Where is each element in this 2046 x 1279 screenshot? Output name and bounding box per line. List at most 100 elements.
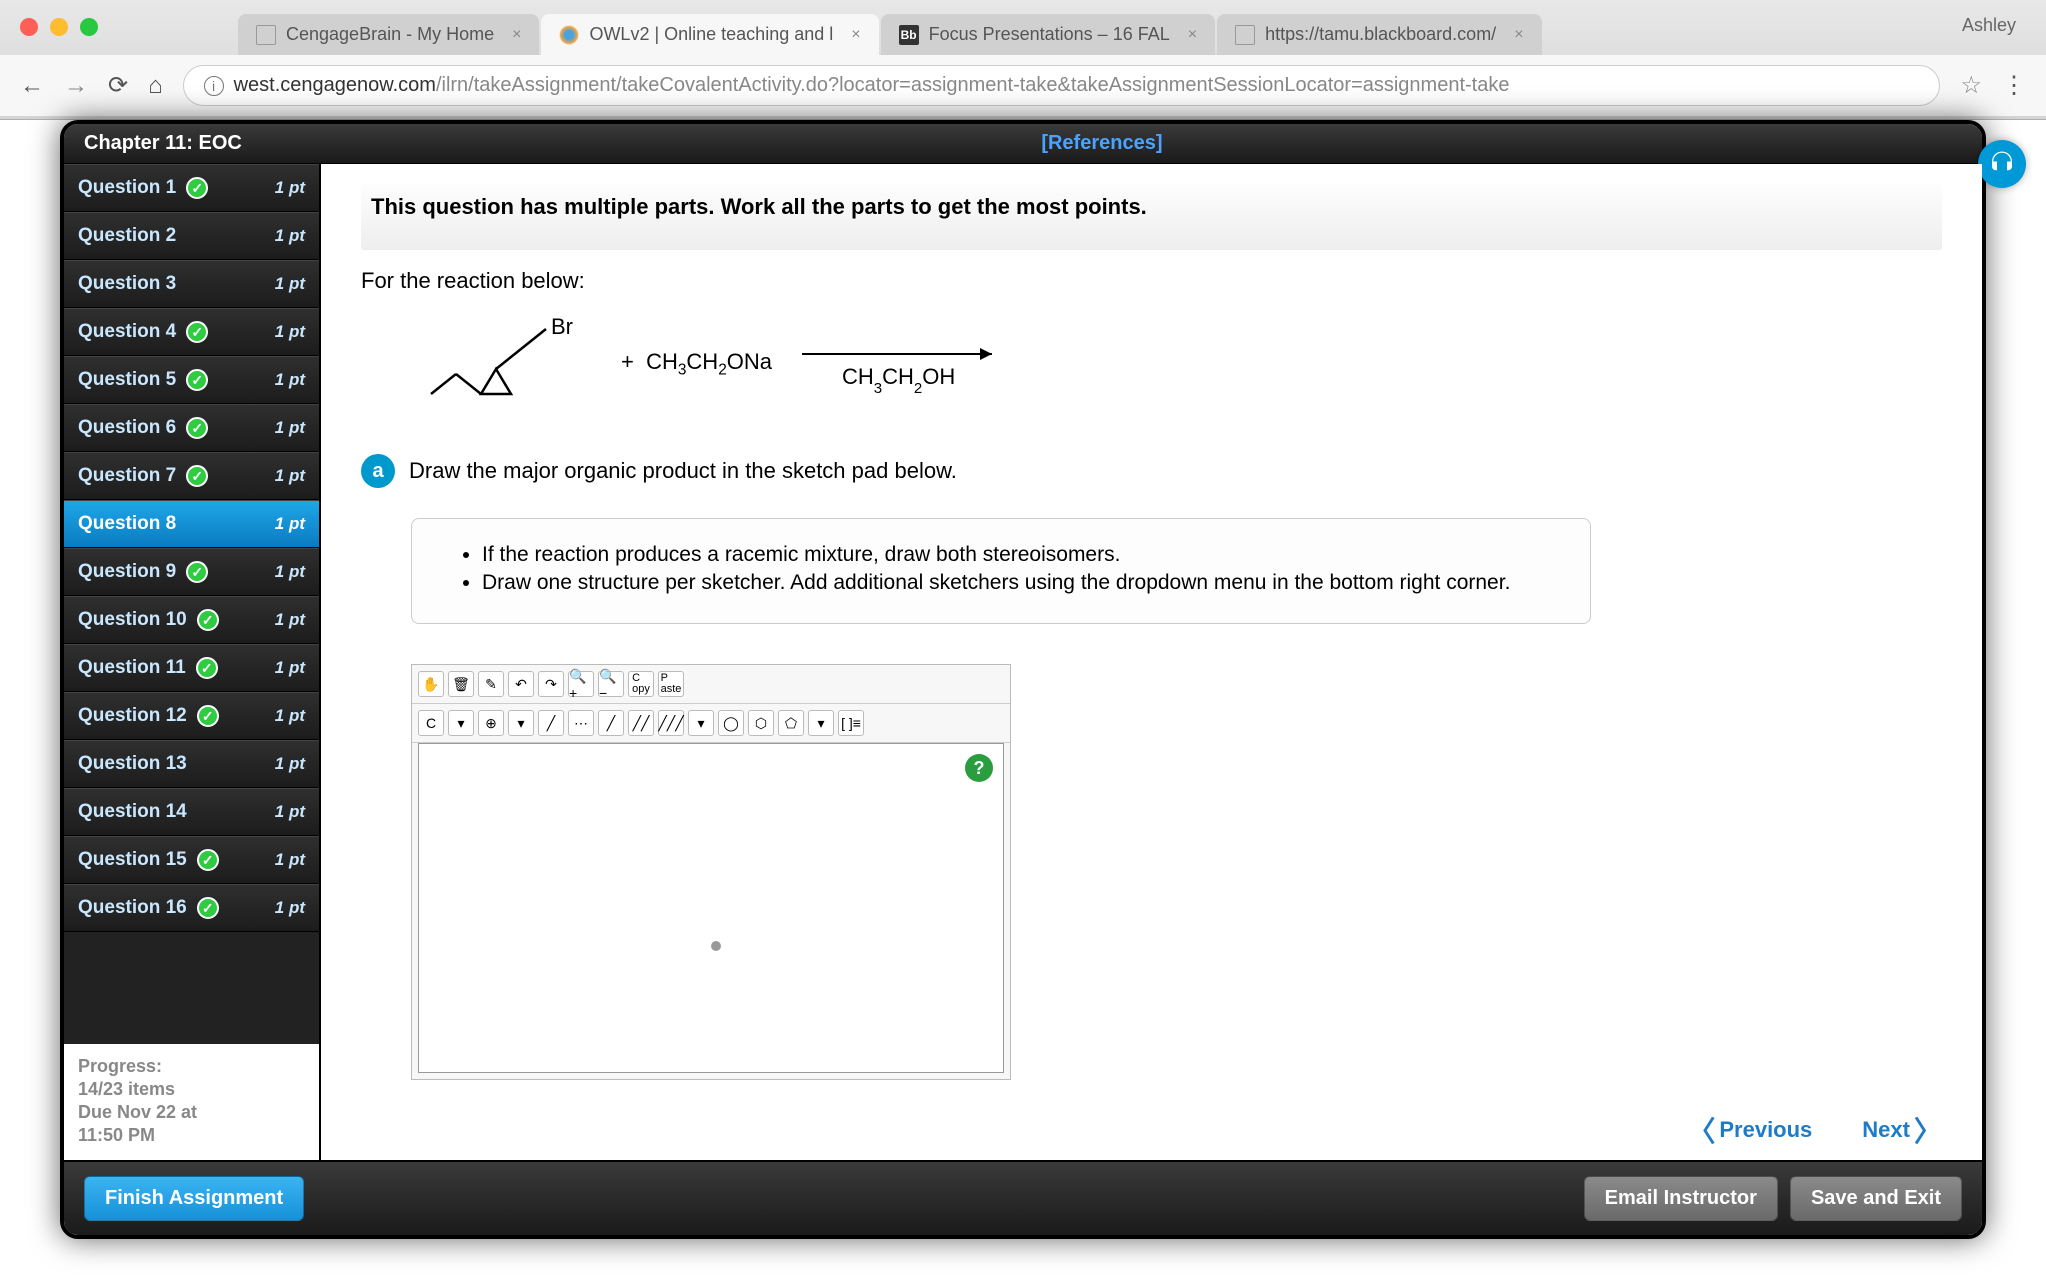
sketcher-tool-button[interactable]: ◯ [718, 710, 744, 736]
finish-assignment-button[interactable]: Finish Assignment [84, 1176, 304, 1221]
question-nav-item[interactable]: Question 12✓1 pt [64, 692, 319, 740]
question-label: Question 10 [78, 609, 187, 631]
question-label: Question 7 [78, 465, 176, 487]
br-label: Br [551, 314, 573, 339]
question-points: 1 pt [275, 418, 305, 438]
sketcher-tool-button[interactable]: ▾ [508, 710, 534, 736]
question-nav-item[interactable]: Question 9✓1 pt [64, 548, 319, 596]
progress-items: 14/23 items [78, 1079, 305, 1100]
window-close-icon[interactable] [20, 18, 38, 36]
tab-close-icon[interactable]: × [512, 26, 521, 44]
question-nav-item[interactable]: Question 15✓1 pt [64, 836, 319, 884]
sketcher-tool-button[interactable]: ⬡ [748, 710, 774, 736]
question-label: Question 9 [78, 561, 176, 583]
sketcher-tool-button[interactable]: ▾ [448, 710, 474, 736]
question-nav-item[interactable]: Question 7✓1 pt [64, 452, 319, 500]
site-info-icon[interactable]: i [204, 76, 224, 96]
question-nav-item[interactable]: Question 1 ✓ 1 pt [64, 164, 319, 212]
tab-label: Focus Presentations – 16 FAL [929, 24, 1170, 45]
question-label: Question 12 [78, 705, 187, 727]
question-label: Question 16 [78, 897, 187, 919]
window-maximize-icon[interactable] [80, 18, 98, 36]
previous-button[interactable]: 〈Previous [1687, 1110, 1812, 1150]
url-field[interactable]: i west.cengagenow.com/ilrn/takeAssignmen… [183, 65, 1941, 106]
bookmark-icon[interactable]: ☆ [1960, 71, 1982, 100]
question-nav-item[interactable]: Question 6✓1 pt [64, 404, 319, 452]
tab-close-icon[interactable]: × [1188, 26, 1197, 44]
browser-menu-icon[interactable]: ⋮ [2002, 71, 2026, 100]
sketcher-tool-button[interactable]: ✎ [478, 671, 504, 697]
question-label: Question 15 [78, 849, 187, 871]
sketcher-widget[interactable]: ✋🗑✎↶↷🔍+🔍−CopyPaste C▾⊕▾╱⋯╱╱╱╱╱╱▾◯⬡⬠▾[ ]≡… [411, 664, 1011, 1080]
back-button[interactable]: ← [20, 72, 44, 100]
browser-chrome: Ashley CengageBrain - My Home×OWLv2 | On… [0, 0, 2046, 120]
question-nav-item[interactable]: Question 4✓1 pt [64, 308, 319, 356]
question-label: Question 3 [78, 273, 176, 295]
sketcher-tool-button[interactable]: 🔍+ [568, 671, 594, 697]
tab-close-icon[interactable]: × [851, 26, 860, 44]
question-nav-item[interactable]: Question 141 pt [64, 788, 319, 836]
window-minimize-icon[interactable] [50, 18, 68, 36]
references-link[interactable]: [References] [1041, 132, 1162, 155]
browser-tab[interactable]: CengageBrain - My Home× [238, 14, 539, 55]
question-nav-item[interactable]: Question 16✓1 pt [64, 884, 319, 932]
question-points: 1 pt [275, 178, 305, 198]
sketcher-tool-button[interactable]: [ ]≡ [838, 710, 864, 736]
url-bar: ← → ⟳ ⌂ i west.cengagenow.com/ilrn/takeA… [0, 55, 2046, 116]
profile-name[interactable]: Ashley [1962, 15, 2016, 36]
sketcher-tool-button[interactable]: ╱╱ [628, 710, 654, 736]
sketcher-tool-button[interactable]: ↶ [508, 671, 534, 697]
home-button[interactable]: ⌂ [148, 72, 163, 100]
sketcher-tool-button[interactable]: ↷ [538, 671, 564, 697]
question-nav-item[interactable]: Question 11✓1 pt [64, 644, 319, 692]
sketcher-tool-button[interactable]: C [418, 710, 444, 736]
email-instructor-button[interactable]: Email Instructor [1584, 1176, 1778, 1221]
hint-item: If the reaction produces a racemic mixtu… [482, 543, 1550, 567]
question-nav-item[interactable]: Question 131 pt [64, 740, 319, 788]
question-points: 1 pt [275, 754, 305, 774]
reaction-subhead: For the reaction below: [361, 268, 1942, 294]
tab-favicon-icon [559, 25, 579, 45]
sketcher-tool-button[interactable]: ⊕ [478, 710, 504, 736]
browser-tab[interactable]: OWLv2 | Online teaching and l× [541, 14, 878, 55]
sketcher-tool-button[interactable]: 🔍− [598, 671, 624, 697]
canvas-atom-placeholder[interactable] [711, 941, 721, 951]
sketcher-tool-button[interactable]: ⬠ [778, 710, 804, 736]
forward-button[interactable]: → [64, 72, 88, 100]
help-bubble-icon[interactable] [1978, 140, 2026, 188]
sketcher-tool-button[interactable]: Copy [628, 671, 654, 697]
question-label: Question 4 [78, 321, 176, 343]
chapter-title: Chapter 11: EOC [84, 132, 242, 155]
sketcher-tool-button[interactable]: ▾ [808, 710, 834, 736]
check-icon: ✓ [186, 177, 208, 199]
sketcher-tool-button[interactable]: ╱ [598, 710, 624, 736]
sketcher-tool-button[interactable]: Paste [658, 671, 684, 697]
hint-box: If the reaction produces a racemic mixtu… [411, 518, 1591, 624]
sketcher-tool-button[interactable]: 🗑 [448, 671, 474, 697]
question-nav-item[interactable]: Question 81 pt [64, 500, 319, 548]
question-nav-item[interactable]: Question 31 pt [64, 260, 319, 308]
sketch-canvas[interactable]: ? [418, 743, 1004, 1073]
tab-close-icon[interactable]: × [1514, 26, 1523, 44]
question-points: 1 pt [275, 226, 305, 246]
browser-tab[interactable]: Bb Focus Presentations – 16 FAL × [881, 14, 1215, 55]
check-icon: ✓ [186, 417, 208, 439]
question-points: 1 pt [275, 322, 305, 342]
tab-favicon-icon: Bb [899, 25, 919, 45]
part-a-label: a Draw the major organic product in the … [361, 454, 1942, 488]
question-label: Question 14 [78, 801, 187, 823]
question-label: Question 1 [78, 177, 176, 199]
next-button[interactable]: Next〉 [1862, 1110, 1942, 1150]
sketcher-tool-button[interactable]: ╱ [538, 710, 564, 736]
question-nav-item[interactable]: Question 21 pt [64, 212, 319, 260]
reload-button[interactable]: ⟳ [108, 71, 128, 100]
sketcher-tool-button[interactable]: ⋯ [568, 710, 594, 736]
browser-tab[interactable]: https://tamu.blackboard.com/× [1217, 14, 1541, 55]
sketcher-tool-button[interactable]: ▾ [688, 710, 714, 736]
canvas-help-icon[interactable]: ? [965, 754, 993, 782]
sketcher-tool-button[interactable]: ✋ [418, 671, 444, 697]
question-nav-item[interactable]: Question 10✓1 pt [64, 596, 319, 644]
question-nav-item[interactable]: Question 5✓1 pt [64, 356, 319, 404]
sketcher-tool-button[interactable]: ╱╱╱ [658, 710, 684, 736]
save-and-exit-button[interactable]: Save and Exit [1790, 1176, 1962, 1221]
